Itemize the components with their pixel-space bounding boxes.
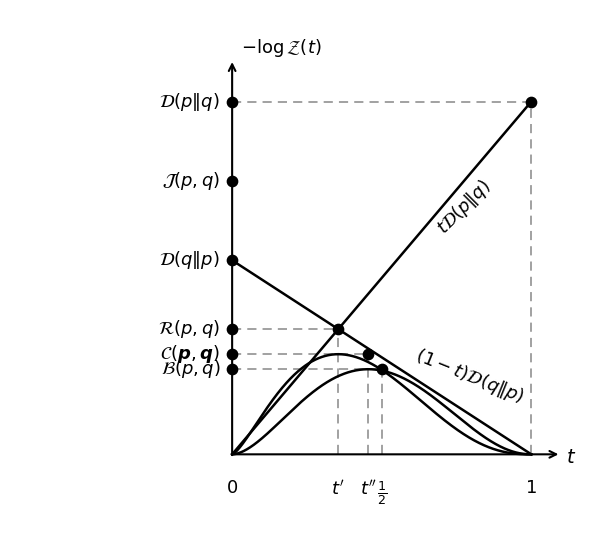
Point: [228, 350, 237, 358]
Text: $\frac{1}{2}$: $\frac{1}{2}$: [377, 479, 387, 507]
Point: [228, 177, 237, 186]
Point: [377, 365, 387, 374]
Text: $1$: $1$: [526, 479, 537, 497]
Point: [364, 350, 373, 358]
Text: $\mathcal{D}(q\|p)$: $\mathcal{D}(q\|p)$: [159, 249, 220, 271]
Point: [228, 325, 237, 333]
Text: $\mathcal{B}(p,q)$: $\mathcal{B}(p,q)$: [160, 358, 220, 380]
Text: $\mathcal{J}(p,q)$: $\mathcal{J}(p,q)$: [162, 170, 220, 192]
Text: $\mathcal{D}(p\|q)$: $\mathcal{D}(p\|q)$: [159, 90, 220, 113]
Text: $0$: $0$: [226, 479, 238, 497]
Text: $t'$: $t'$: [331, 479, 345, 498]
Text: $\mathcal{R}(p,q)$: $\mathcal{R}(p,q)$: [158, 318, 220, 340]
Text: $-\log \mathcal{Z}(t)$: $-\log \mathcal{Z}(t)$: [241, 37, 321, 59]
Point: [526, 97, 536, 106]
Text: $t''$: $t''$: [360, 479, 377, 498]
Text: $t$: $t$: [565, 448, 576, 467]
Point: [228, 365, 237, 374]
Text: $\mathcal{C}(\boldsymbol{p,q})$: $\mathcal{C}(\boldsymbol{p,q})$: [160, 343, 220, 365]
Text: $t\mathcal{D}(p\|q)$: $t\mathcal{D}(p\|q)$: [432, 176, 496, 239]
Text: $(1-t)\mathcal{D}(q\|p)$: $(1-t)\mathcal{D}(q\|p)$: [412, 345, 527, 409]
Point: [334, 325, 343, 333]
Point: [228, 97, 237, 106]
Point: [228, 256, 237, 265]
